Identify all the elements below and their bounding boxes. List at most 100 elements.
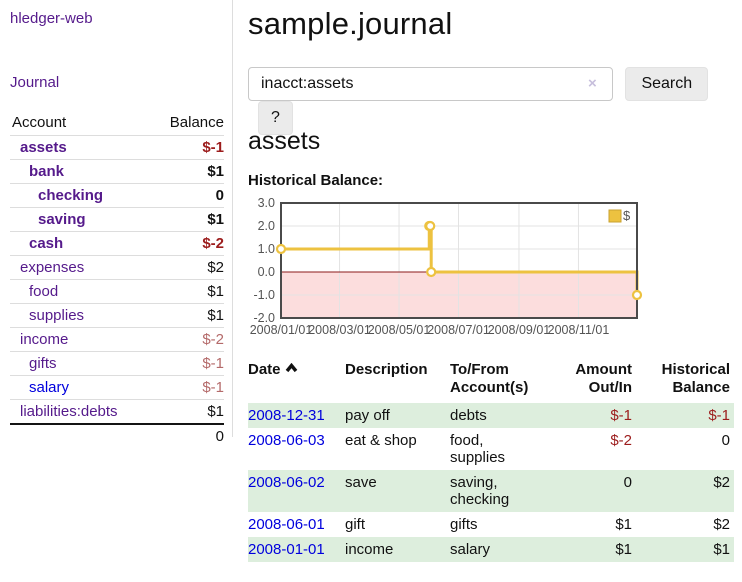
transaction-date-link[interactable]: 2008-06-02 (248, 474, 325, 491)
transaction-row: 2008-01-01 income salary $1 $1 (248, 537, 734, 562)
chart-title: Historical Balance: (248, 172, 384, 189)
accounts-total-spacer (10, 423, 151, 448)
register-header-date[interactable]: Date (248, 359, 345, 403)
search-form: × Search ? (248, 67, 736, 135)
account-balance: $-1 (150, 135, 224, 160)
transaction-accounts-cell: gifts (450, 516, 478, 533)
transaction-date-cell: 2008-06-01 (248, 512, 345, 537)
y-tick-label: 3.0 (258, 197, 275, 210)
sidebar-item-journal[interactable]: Journal (10, 74, 60, 91)
account-link[interactable]: supplies (29, 307, 85, 324)
account-link[interactable]: expenses (20, 259, 85, 276)
account-row: checking 0 (10, 183, 224, 208)
clear-search-icon[interactable]: × (588, 75, 597, 92)
x-tick-label: 2008/05/01 (368, 323, 431, 337)
transaction-description-cell: eat & shop (345, 432, 417, 449)
y-tick-label: -2.0 (253, 311, 275, 325)
account-link[interactable]: cash (29, 235, 64, 252)
transaction-date-link[interactable]: 2008-06-03 (248, 432, 325, 449)
main-content: sample.journal × Search ? assets Histori… (248, 0, 736, 562)
transaction-accounts-cell: salary (450, 541, 491, 558)
transaction-date-cell: 2008-06-03 (248, 428, 345, 470)
search-button[interactable]: Search (625, 67, 709, 101)
accounts-header-row: Account Balance (10, 111, 224, 136)
register-header-row: Date Description To/From Account(s) Amou… (248, 359, 734, 403)
account-row: gifts $-1 (10, 351, 224, 376)
transaction-row: 2008-06-02 save saving, checking 0 $2 (248, 470, 734, 512)
transaction-amount-cell: $1 (615, 541, 632, 558)
app-brand-link[interactable]: hledger-web (10, 10, 93, 27)
transaction-description-cell: save (345, 474, 377, 491)
x-tick-label: 2008/07/01 (427, 323, 490, 337)
account-balance: $1 (150, 303, 224, 328)
account-balance: $1 (150, 159, 224, 184)
transaction-date-cell: 2008-06-02 (248, 470, 345, 512)
transaction-description-cell: pay off (345, 407, 390, 424)
legend-swatch (608, 209, 622, 223)
account-link[interactable]: income (20, 331, 69, 348)
transaction-date-cell: 2008-01-01 (248, 537, 345, 562)
account-balance: $1 (150, 399, 224, 424)
y-tick-label: 2.0 (258, 219, 275, 233)
y-tick-label: -1.0 (253, 288, 275, 302)
account-link[interactable]: bank (29, 163, 65, 180)
transaction-row: 2008-12-31 pay off debts $-1 $-1 (248, 403, 734, 428)
y-tick-label: 1.0 (258, 242, 275, 256)
sidebar: hledger-web Journal Account Balance asse… (0, 0, 233, 448)
data-point-marker (631, 289, 643, 301)
transaction-row: 2008-06-03 eat & shop food, supplies $-2 0 (248, 428, 734, 470)
account-link[interactable]: liabilities:debts (20, 403, 118, 420)
transaction-balance-cell: $1 (713, 541, 730, 558)
account-row: food $1 (10, 279, 224, 304)
accounts-total-value: 0 (150, 423, 224, 448)
help-button[interactable]: ? (258, 101, 293, 135)
y-tick-label: 0.0 (258, 265, 275, 279)
page-title: sample.journal (248, 6, 453, 41)
register-header-description: Description (345, 361, 428, 378)
transaction-date-cell: 2008-12-31 (248, 403, 345, 428)
data-point-marker (425, 220, 436, 232)
data-point-marker (426, 266, 437, 278)
account-row: liabilities:debts $1 (10, 399, 224, 424)
transaction-description-cell: gift (345, 516, 366, 533)
transaction-date-link[interactable]: 2008-12-31 (248, 407, 325, 424)
sort-up-icon (285, 363, 297, 373)
transaction-accounts-cell: debts (450, 407, 487, 424)
account-balance: $1 (150, 279, 224, 304)
account-row: salary $-1 (10, 375, 224, 400)
account-balance: $-2 (150, 327, 224, 352)
plot-border (280, 202, 638, 319)
account-link[interactable]: saving (38, 211, 86, 228)
account-balance: 0 (150, 183, 224, 208)
search-input[interactable] (248, 67, 613, 101)
transaction-balance-cell: $2 (713, 474, 730, 491)
transaction-accounts-cell: saving, checking (450, 474, 510, 508)
account-balance: $2 (150, 255, 224, 280)
account-link[interactable]: food (29, 283, 59, 300)
account-balance: $-2 (150, 231, 224, 256)
account-row: cash $-2 (10, 231, 224, 256)
account-row: income $-2 (10, 327, 224, 352)
accounts-total-row: 0 (10, 423, 224, 448)
x-tick-label: 2008/11/01 (548, 323, 610, 337)
account-link[interactable]: assets (20, 139, 67, 156)
register-header-amount: Amount Out/In (575, 361, 632, 396)
x-tick-label: 2008/03/01 (308, 323, 371, 337)
transaction-amount-cell: $-1 (610, 407, 632, 424)
x-tick-label: 2008/09/01 (488, 323, 551, 337)
account-balance: $-1 (150, 351, 224, 376)
transaction-date-link[interactable]: 2008-01-01 (248, 541, 325, 558)
account-row: expenses $2 (10, 255, 224, 280)
account-link[interactable]: gifts (29, 355, 57, 372)
transaction-balance-cell: $-1 (708, 407, 730, 424)
transaction-balance-cell: 0 (721, 432, 730, 449)
register-header-balance: Historical Balance (661, 361, 730, 396)
transaction-balance-cell: $2 (713, 516, 730, 533)
register-table: Date Description To/From Account(s) Amou… (248, 359, 734, 562)
account-link[interactable]: salary (29, 379, 70, 396)
account-balance: $-1 (150, 375, 224, 400)
transaction-date-link[interactable]: 2008-06-01 (248, 516, 325, 533)
account-balance: $1 (150, 207, 224, 232)
account-link[interactable]: checking (38, 187, 104, 204)
accounts-header-balance: Balance (169, 114, 224, 131)
